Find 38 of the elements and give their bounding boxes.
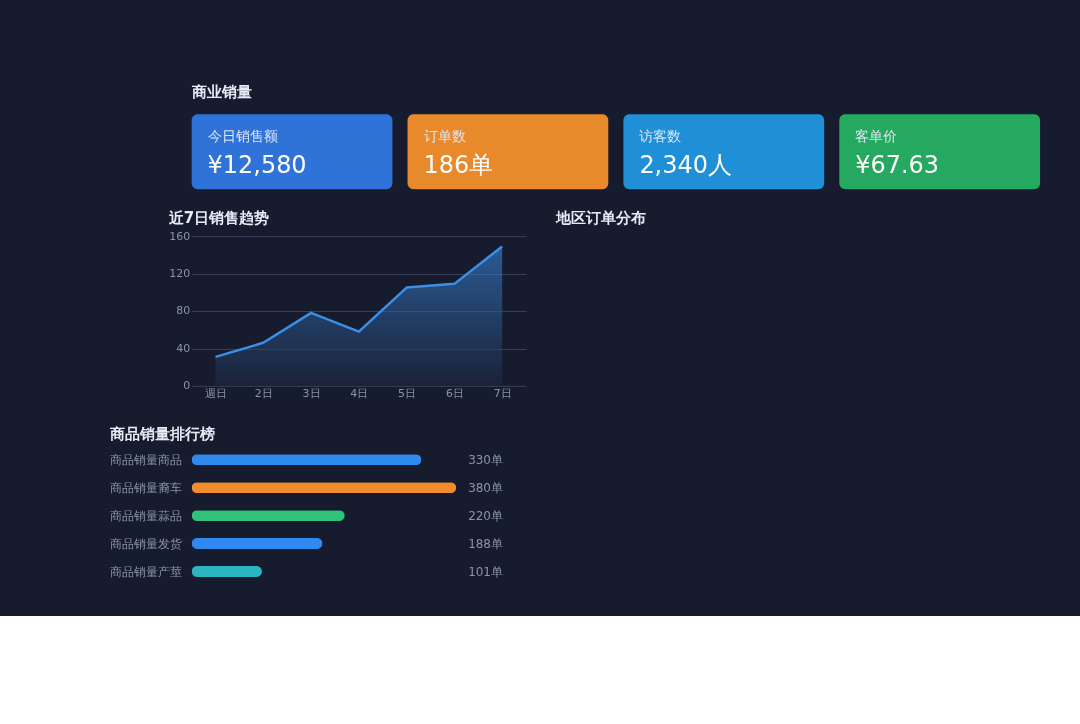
x-tick-label: 5日	[398, 387, 417, 401]
x-tick-label: 週日	[205, 387, 228, 401]
text: 商业销量	[190, 83, 252, 102]
data-label: 101单	[468, 564, 503, 579]
y-tick-label: 商品销量发货	[110, 536, 183, 551]
text: 客单价	[855, 128, 898, 145]
bar	[191, 566, 262, 577]
data-label: 220单	[468, 508, 503, 523]
data-label: 330单	[468, 452, 503, 467]
y-tick-label: 120	[169, 267, 191, 281]
text: 186单	[423, 151, 494, 180]
text: ¥67.63	[855, 151, 940, 180]
x-tick-label: 2日	[254, 387, 273, 401]
y-tick-label: 商品销量商品	[110, 452, 183, 467]
x-tick-label: 6日	[445, 387, 464, 401]
y-tick-label: 商品销量裔车	[110, 480, 183, 495]
y-tick-label: 商品销量产莖	[110, 564, 183, 579]
x-tick-label: 4日	[350, 387, 369, 401]
y-tick-label: 160	[169, 229, 191, 243]
y-tick-label: 0	[183, 379, 191, 393]
x-tick-label: 3日	[302, 387, 321, 401]
bar	[191, 454, 422, 466]
text: ¥12,580	[207, 151, 307, 180]
x-tick-label: 7日	[493, 387, 512, 401]
y-tick-label: 80	[176, 304, 191, 318]
y-tick-label: 40	[176, 341, 191, 355]
chart-title: 商品销量排行榜	[108, 424, 215, 443]
data-label: 188单	[468, 536, 503, 551]
data-label: 380单	[468, 480, 503, 495]
text: 订单数	[423, 128, 466, 145]
text: 地区订单分布	[554, 209, 646, 228]
text: 访客数	[639, 128, 682, 145]
text: 2,340人	[639, 151, 732, 180]
text: 今日销售额	[207, 128, 278, 145]
chart-title: 近7日销售趋势	[167, 209, 270, 228]
y-tick-label: 商品销量蒜品	[110, 508, 183, 523]
bar	[191, 538, 323, 550]
bar	[191, 482, 457, 494]
